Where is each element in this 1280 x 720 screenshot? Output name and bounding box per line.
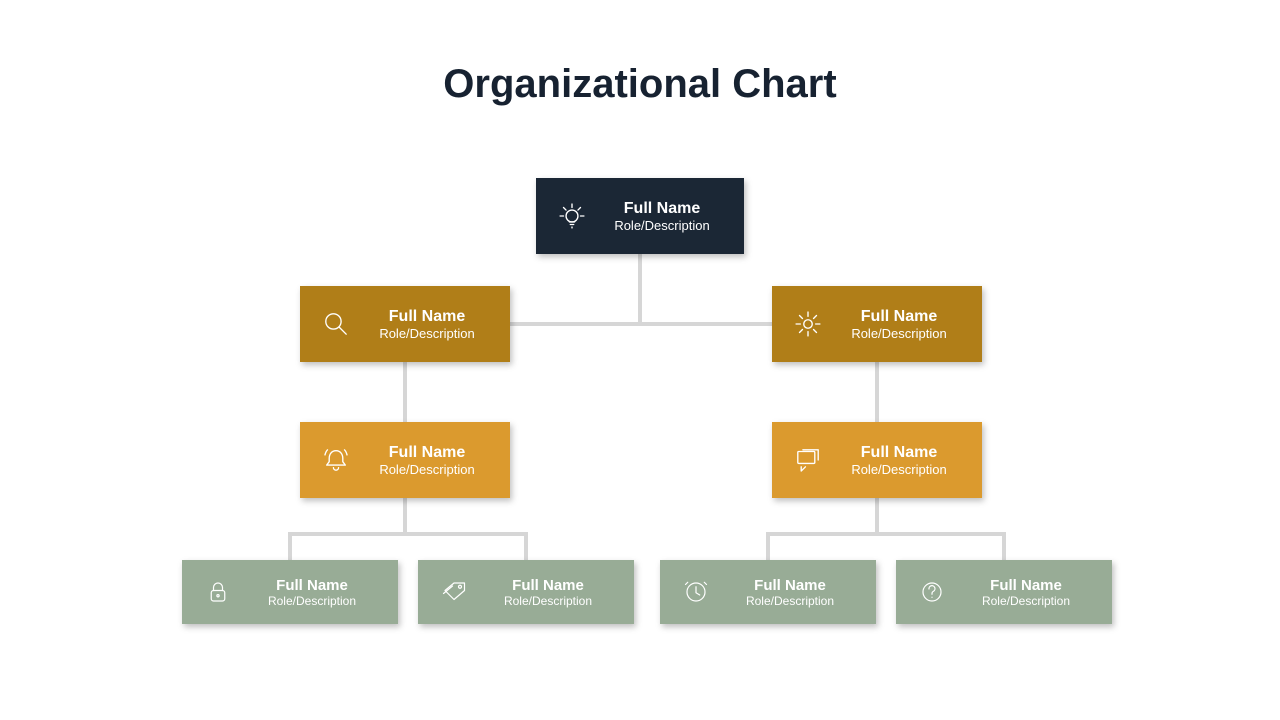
- node-name: Full Name: [594, 200, 730, 218]
- org-node-leaf_2: Full NameRole/Description: [418, 560, 634, 624]
- connector: [766, 532, 1006, 536]
- node-role: Role/Description: [954, 594, 1098, 608]
- bell-icon: [314, 443, 358, 477]
- chat-icon: [786, 443, 830, 477]
- connector: [875, 362, 879, 422]
- lock-icon: [196, 577, 240, 607]
- node-text: Full NameRole/Description: [240, 577, 398, 608]
- org-node-l2_right: Full NameRole/Description: [772, 422, 982, 498]
- tag-icon: [432, 577, 476, 607]
- connector: [766, 532, 770, 560]
- org-node-leaf_3: Full NameRole/Description: [660, 560, 876, 624]
- connector: [288, 532, 292, 560]
- org-node-leaf_1: Full NameRole/Description: [182, 560, 398, 624]
- org-node-l1_right: Full NameRole/Description: [772, 286, 982, 362]
- node-role: Role/Description: [240, 594, 384, 608]
- node-role: Role/Description: [830, 326, 968, 341]
- node-text: Full NameRole/Description: [830, 308, 982, 341]
- node-text: Full NameRole/Description: [358, 308, 510, 341]
- question-icon: [910, 577, 954, 607]
- connector: [288, 532, 528, 536]
- node-name: Full Name: [358, 308, 496, 326]
- lightbulb-icon: [550, 199, 594, 233]
- org-node-leaf_4: Full NameRole/Description: [896, 560, 1112, 624]
- connector: [524, 532, 528, 560]
- node-text: Full NameRole/Description: [594, 200, 744, 233]
- connector: [403, 498, 407, 534]
- node-text: Full NameRole/Description: [476, 577, 634, 608]
- connector: [403, 362, 407, 422]
- node-name: Full Name: [954, 577, 1098, 594]
- node-role: Role/Description: [594, 218, 730, 233]
- node-role: Role/Description: [830, 462, 968, 477]
- org-node-l2_left: Full NameRole/Description: [300, 422, 510, 498]
- node-name: Full Name: [358, 444, 496, 462]
- connector: [1002, 532, 1006, 560]
- chart-title: Organizational Chart: [0, 62, 1280, 107]
- node-name: Full Name: [476, 577, 620, 594]
- node-text: Full NameRole/Description: [358, 444, 510, 477]
- node-text: Full NameRole/Description: [954, 577, 1112, 608]
- node-name: Full Name: [240, 577, 384, 594]
- connector: [875, 498, 879, 534]
- node-name: Full Name: [830, 444, 968, 462]
- node-role: Role/Description: [476, 594, 620, 608]
- node-name: Full Name: [718, 577, 862, 594]
- search-icon: [314, 307, 358, 341]
- clock-icon: [674, 577, 718, 607]
- node-role: Role/Description: [718, 594, 862, 608]
- node-text: Full NameRole/Description: [830, 444, 982, 477]
- gear-icon: [786, 307, 830, 341]
- node-name: Full Name: [830, 308, 968, 326]
- org-node-root: Full NameRole/Description: [536, 178, 744, 254]
- org-node-l1_left: Full NameRole/Description: [300, 286, 510, 362]
- connector: [638, 254, 642, 324]
- node-text: Full NameRole/Description: [718, 577, 876, 608]
- node-role: Role/Description: [358, 462, 496, 477]
- node-role: Role/Description: [358, 326, 496, 341]
